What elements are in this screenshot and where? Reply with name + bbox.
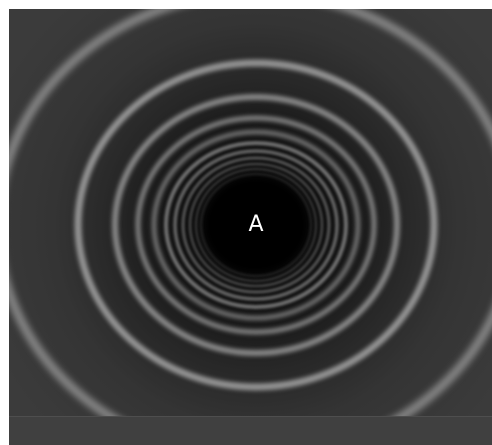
- ripple-ring-5: [151, 129, 361, 321]
- ripple-ring-9: [188, 162, 324, 288]
- ripple-ring-2: [74, 59, 438, 391]
- ripple-ring-11: [200, 173, 312, 277]
- dark-core: [206, 179, 306, 271]
- center-label-a: A: [248, 212, 264, 237]
- ripple-figure: A: [9, 9, 492, 445]
- ripple-ring-4: [135, 115, 377, 335]
- concentric-ripple-rings: [9, 9, 492, 445]
- ripple-ring-6: [164, 141, 348, 309]
- bottom-strip: [9, 416, 492, 445]
- ripple-ring-10: [194, 167, 318, 283]
- ripple-ring-7: [173, 149, 339, 301]
- ripple-ring-8: [181, 156, 331, 294]
- ring-group: [9, 9, 492, 445]
- ripple-ring-3: [112, 94, 400, 356]
